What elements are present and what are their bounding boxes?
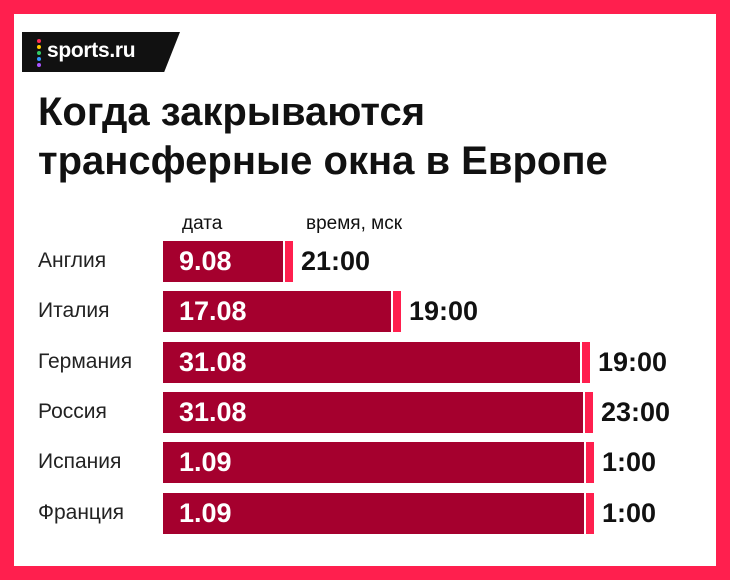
date-label: 31.08	[179, 347, 247, 377]
country-label: Англия	[38, 249, 107, 272]
time-label: 19:00	[409, 296, 479, 326]
date-bar: 1.09	[163, 442, 584, 483]
time-marker	[584, 493, 594, 534]
brand-name: sports.ru	[47, 39, 136, 62]
date-column-header: дата	[182, 213, 223, 234]
time-label: 1:00	[602, 498, 657, 528]
time-label: 19:00	[598, 347, 668, 377]
country-label: Германия	[38, 350, 133, 373]
date-bar: 31.08	[163, 392, 583, 433]
date-bar: 31.08	[163, 342, 580, 383]
logo-dot	[37, 57, 41, 61]
country-label: Франция	[38, 501, 125, 524]
time-label: 1:00	[602, 447, 657, 477]
title-line-2: трансферные окна в Европе	[38, 139, 608, 183]
date-label: 9.08	[179, 246, 232, 276]
sports-ru-logo: sports.ru	[22, 32, 180, 72]
logo-dot	[37, 39, 41, 43]
date-label: 1.09	[179, 498, 232, 528]
time-label: 21:00	[301, 246, 371, 276]
logo-dot	[37, 45, 41, 49]
time-column-header: время, мск	[306, 213, 403, 234]
time-marker	[283, 241, 293, 282]
time-marker	[584, 442, 594, 483]
country-label: Россия	[38, 400, 107, 423]
date-bar: 9.08	[163, 241, 283, 282]
logo-dot	[37, 51, 41, 55]
date-bar: 1.09	[163, 493, 584, 534]
date-label: 31.08	[179, 397, 247, 427]
logo-dot	[37, 63, 41, 67]
country-label: Испания	[38, 450, 122, 473]
country-label: Италия	[38, 299, 110, 322]
time-marker	[391, 291, 401, 332]
date-bar: 17.08	[163, 291, 391, 332]
date-label: 17.08	[179, 296, 247, 326]
title-line-1: Когда закрываются	[38, 90, 426, 134]
time-marker	[583, 392, 593, 433]
logo-dots	[37, 39, 43, 69]
time-label: 23:00	[601, 397, 671, 427]
time-marker	[580, 342, 590, 383]
date-label: 1.09	[179, 447, 232, 477]
page-title: Когда закрываются трансферные окна в Евр…	[38, 88, 708, 186]
